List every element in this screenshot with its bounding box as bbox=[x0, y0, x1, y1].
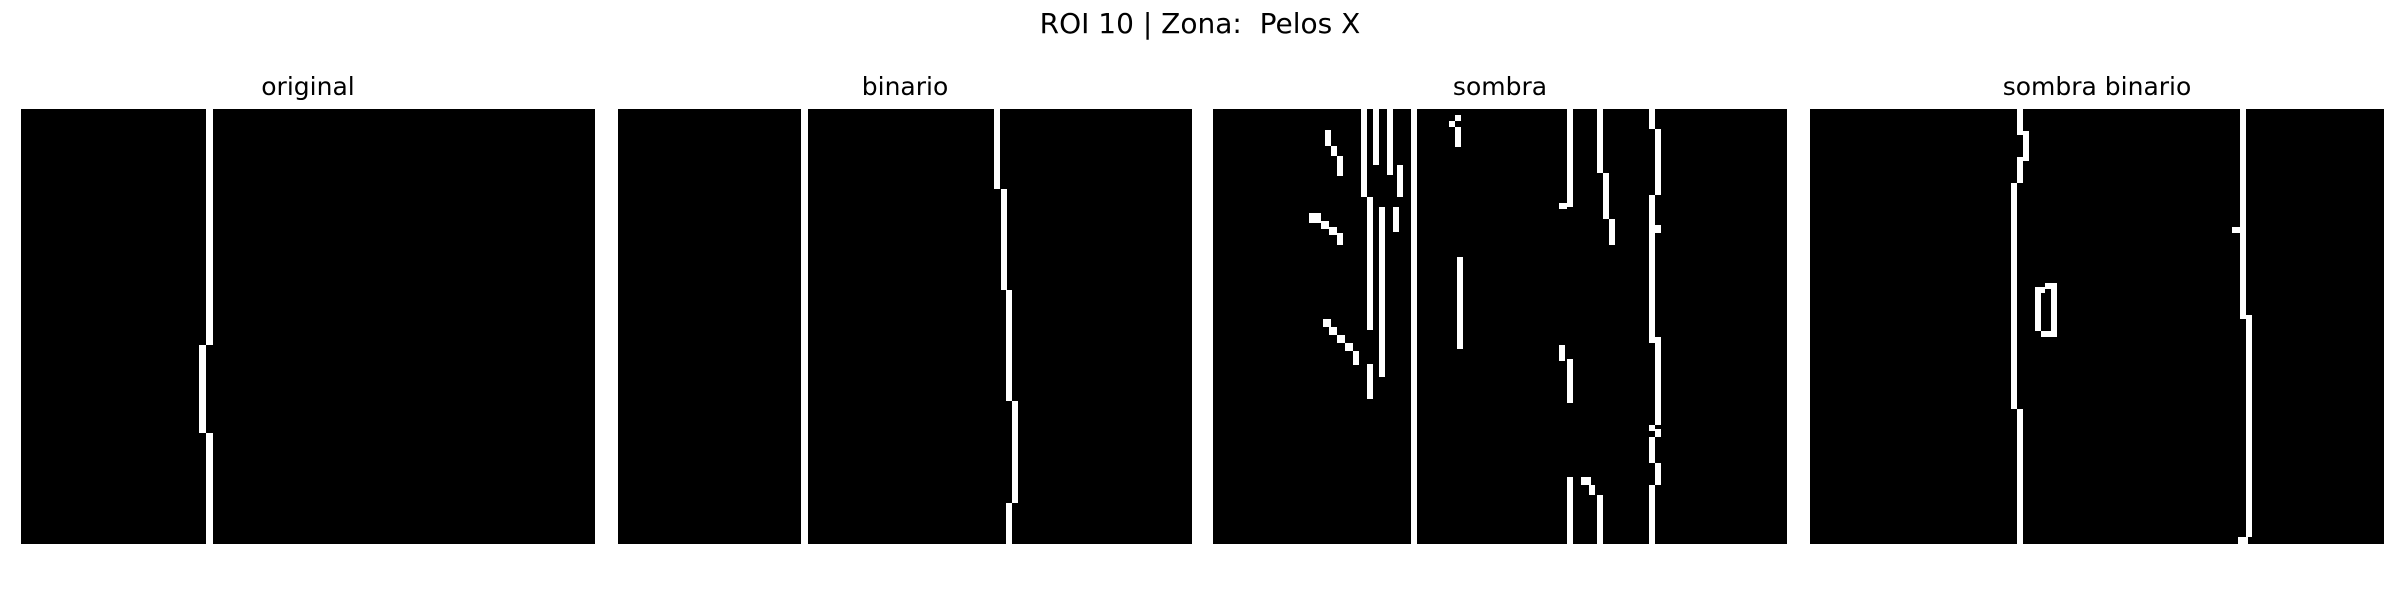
image-background bbox=[21, 109, 595, 544]
edge-lines bbox=[801, 109, 1018, 544]
image-background bbox=[1213, 109, 1787, 544]
panel-image-binario bbox=[618, 109, 1192, 544]
figure-title: ROI 10 | Zona: Pelos X bbox=[1039, 7, 1361, 40]
panel-title-original: original bbox=[261, 72, 355, 101]
panel-image-sombra bbox=[1213, 109, 1787, 544]
panel-title-sombra-binario: sombra binario bbox=[2002, 72, 2192, 101]
panel-title-sombra: sombra bbox=[1452, 72, 1548, 101]
shadow-lines bbox=[1309, 109, 1661, 544]
panel-title-binario: binario bbox=[861, 72, 949, 101]
image-background bbox=[618, 109, 1192, 544]
panel-image-original bbox=[21, 109, 595, 544]
edge-lines bbox=[2011, 109, 2252, 544]
edge-lines bbox=[199, 109, 213, 544]
panel-image-sombra-binario bbox=[1810, 109, 2384, 544]
image-background bbox=[1810, 109, 2384, 544]
